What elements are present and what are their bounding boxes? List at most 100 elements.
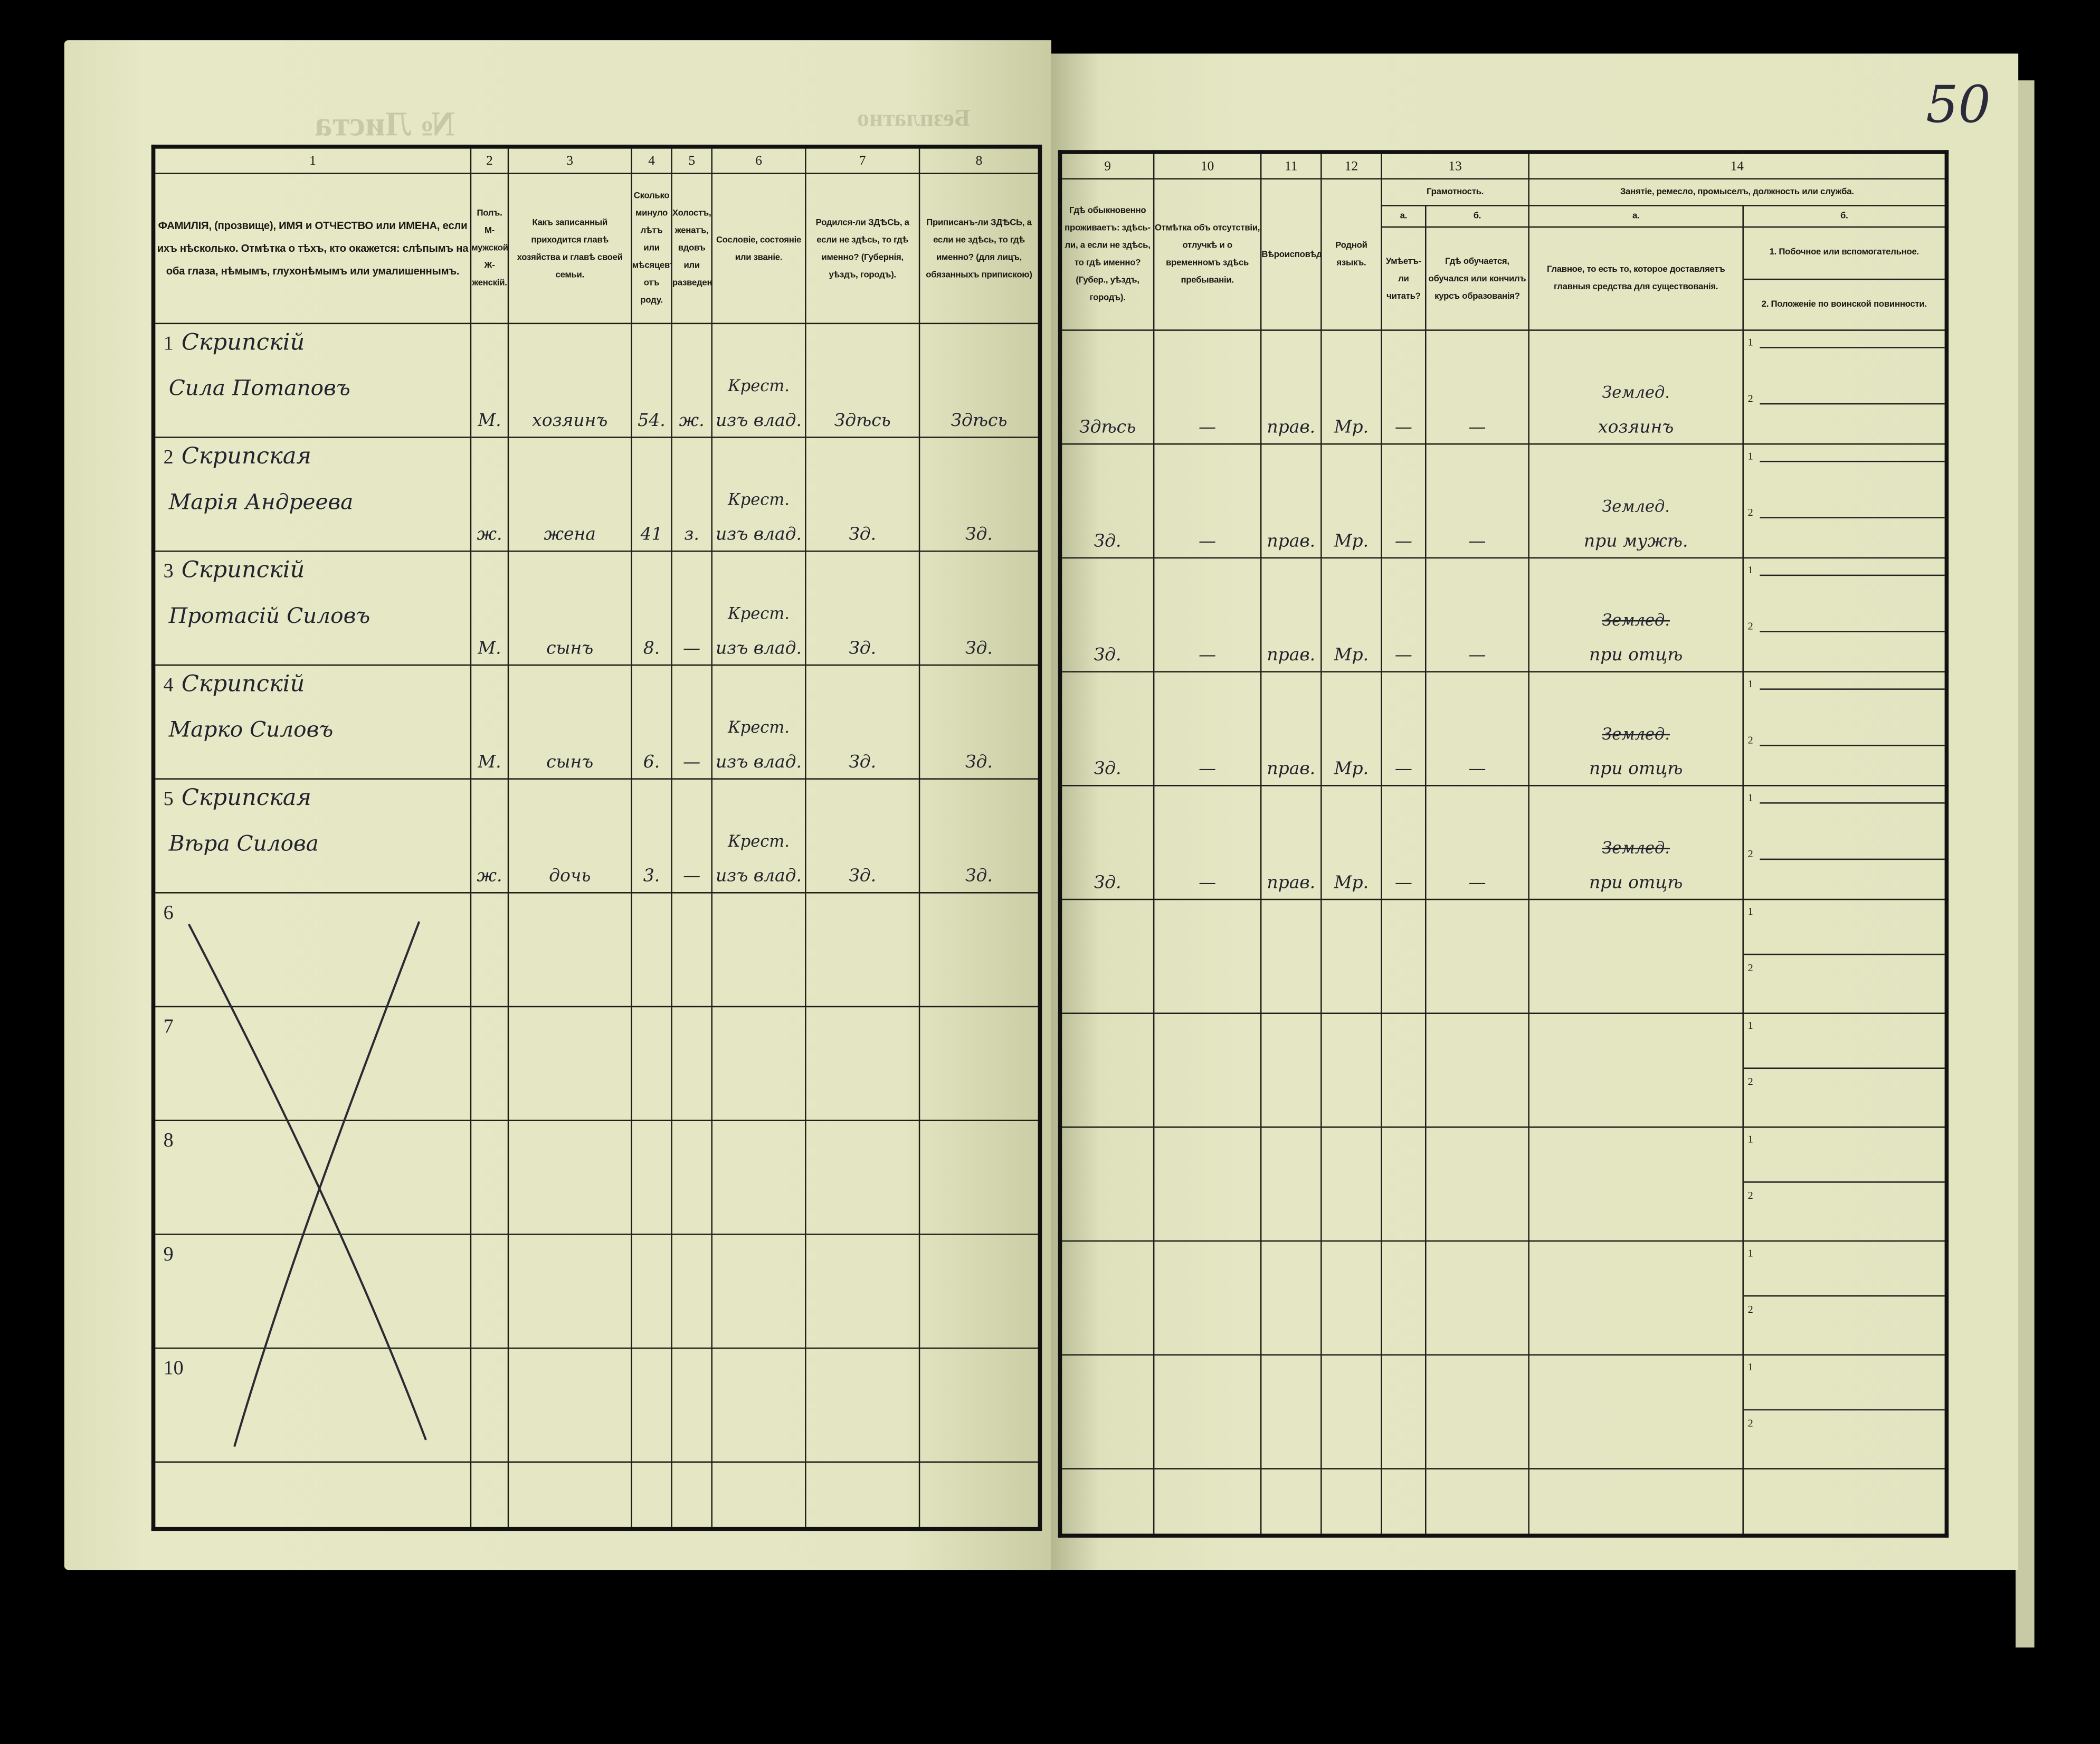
reads-cell: — [1381, 671, 1427, 786]
marital-value [673, 1001, 710, 1006]
occupation-value: хозяинъ [1598, 418, 1674, 438]
registered-cell [918, 892, 1041, 1008]
registered-cell [918, 1347, 1041, 1463]
header-secondary: 1. Побочное или вспомогательное. 2. Поло… [1742, 226, 1947, 331]
sex-cell [470, 1006, 509, 1121]
occupation-value [1530, 1463, 1742, 1467]
row-number: 2 [163, 447, 174, 469]
line-marker: 2 [1747, 1417, 1753, 1429]
relation-cell [507, 892, 632, 1008]
divider [1744, 953, 1945, 955]
estate-cell [711, 892, 806, 1008]
header-literacy: Грамотность. [1381, 178, 1529, 206]
religion-value [1262, 1463, 1320, 1467]
religion-value: прав. [1267, 873, 1316, 894]
line-marker: 2 [1747, 506, 1753, 519]
empty-cell [918, 1461, 1041, 1530]
reads-value: — [1394, 532, 1412, 552]
born-cell [805, 1006, 920, 1121]
right-census-table: 9 10 11 12 13 14 Гдѣ обыкновенно прожива… [1058, 150, 1949, 1538]
row-number: 5 [163, 789, 174, 811]
estate-value [713, 1114, 804, 1119]
education-cell: — [1425, 785, 1529, 901]
sex-cell: М. [470, 550, 509, 666]
column-number: 12 [1320, 151, 1382, 180]
header-residence: Гдѣ обыкновенно проживаетъ: здѣсь-ли, а … [1059, 178, 1155, 331]
occupation-value: при отцѣ [1589, 646, 1683, 666]
born-value: Здѣсь [834, 411, 891, 432]
name-cell: 10 [153, 1347, 472, 1463]
table-row: 3 Скрипскій Протасій Силовъ М. сынъ 8. — Крест.… [153, 550, 1041, 666]
table-row: Зд. — прав. Мр. — — Землед. при отцѣ 1 2 [1059, 671, 1947, 786]
reads-cell [1381, 1012, 1427, 1128]
surname-line: 8 [155, 1126, 469, 1153]
name-cell: 9 [153, 1234, 472, 1349]
sheet-number-label: № Листа [315, 104, 455, 144]
registered-value: Здѣсь [951, 411, 1008, 432]
table-row: Зд. — прав. Мр. — — Землед. при отцѣ 1 2 [1059, 785, 1947, 901]
education-value [1427, 1007, 1527, 1012]
age-cell: 3. [631, 778, 672, 894]
education-cell [1425, 1240, 1529, 1356]
born-cell [805, 892, 920, 1008]
header-birthplace: Родился-ли ЗДѢСЬ, а если не здѣсь, то гд… [805, 173, 920, 325]
absence-cell: — [1153, 329, 1262, 445]
registered-cell: Зд. [918, 664, 1041, 780]
marital-value: ж. [679, 411, 705, 432]
absence-cell: — [1153, 443, 1262, 559]
religion-value [1262, 1349, 1320, 1353]
religion-cell: прав. [1260, 785, 1322, 901]
column-header-row: Гдѣ обыкновенно проживаетъ: здѣсь-ли, а … [1059, 178, 1947, 331]
religion-cell: прав. [1260, 671, 1322, 786]
religion-cell: прав. [1260, 329, 1322, 445]
page-stack-edge [2016, 80, 2035, 1648]
subheader-row: а. б. а. б. [1060, 205, 1947, 228]
column-number: 5 [671, 146, 713, 174]
header-relation: Какъ записанный приходится главѣ хозяйст… [507, 173, 632, 325]
surname: Скрипская [181, 785, 312, 812]
blank-line [1760, 802, 1945, 804]
religion-cell [1260, 1354, 1322, 1470]
row-number: 3 [163, 561, 174, 583]
header-registration: Приписанъ-ли ЗДѢСЬ, а если не здѣсь, то … [918, 173, 1041, 325]
blank-line [1760, 403, 1945, 405]
sex-value [472, 1001, 507, 1006]
born-cell: Зд. [805, 664, 920, 780]
estate-value: изъ влад. [716, 525, 802, 545]
sex-value: ж. [477, 866, 502, 887]
residence-value: Зд. [1094, 759, 1122, 780]
blank-line [1760, 460, 1945, 462]
born-value [807, 1001, 918, 1006]
empty-cell [1528, 1468, 1744, 1537]
surname-line: 3 Скрипскій [155, 557, 469, 584]
table-row: 8 [153, 1120, 1041, 1235]
line-marker: 1 [1747, 564, 1753, 576]
religion-cell: прав. [1260, 557, 1322, 672]
column-number: 8 [918, 146, 1041, 174]
line-marker: 2 [1747, 392, 1753, 405]
name-cell: 7 [153, 1006, 472, 1121]
relation-cell: сынъ [507, 550, 632, 666]
table-row: 2 Скрипская Марія Андреева ж. жена 41 з. Крест.… [153, 437, 1041, 552]
education-cell [1425, 898, 1529, 1014]
empty-cell [1742, 1468, 1947, 1537]
column-number: 11 [1260, 151, 1322, 180]
estate-value: изъ влад. [716, 411, 802, 432]
age-cell: 6. [631, 664, 672, 780]
relation-cell: хозяинъ [507, 323, 632, 438]
surname-line: 2 Скрипская [155, 443, 469, 470]
estate-class: Крест. [728, 376, 790, 395]
estate-value [713, 1001, 804, 1006]
occupation-value [1530, 1007, 1742, 1012]
reads-cell [1381, 898, 1427, 1014]
absence-cell [1153, 1240, 1262, 1356]
marital-value [673, 1456, 710, 1461]
subheader-14b: б. [1742, 205, 1947, 228]
religion-cell [1260, 1126, 1322, 1242]
estate-cell: Крест. изъ влад. [711, 323, 806, 438]
column-number: 3 [507, 146, 632, 174]
